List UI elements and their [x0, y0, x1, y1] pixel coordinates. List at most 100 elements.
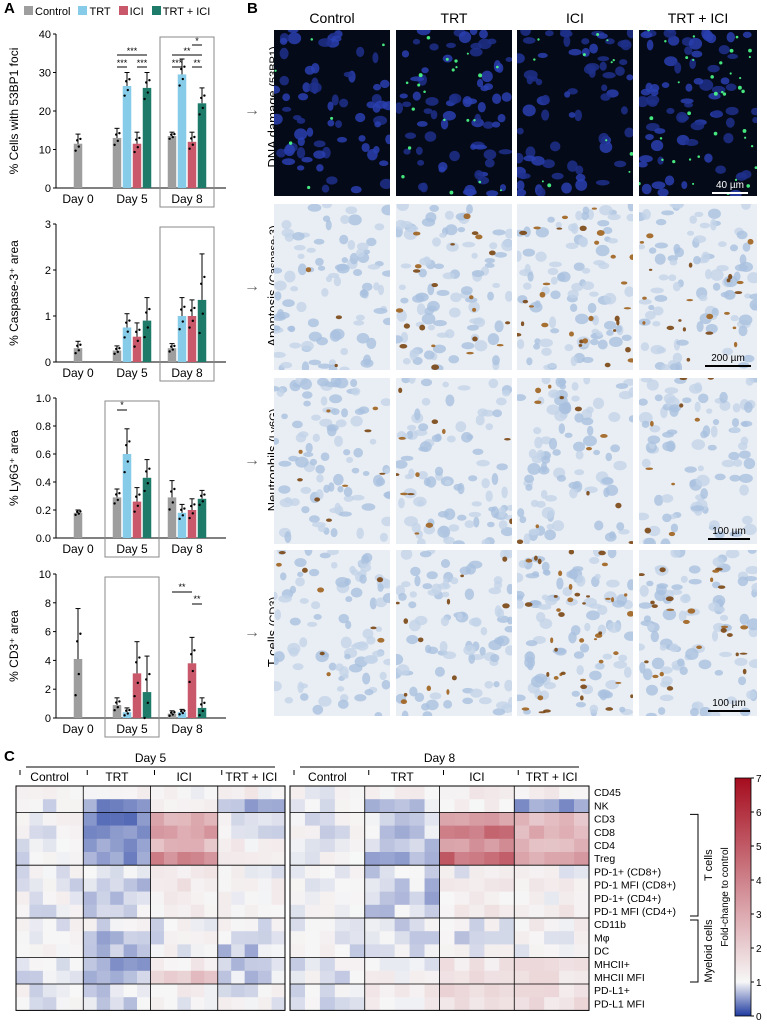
heatmap-cell [349, 878, 366, 892]
nucleus [470, 42, 483, 50]
nucleus [639, 661, 646, 674]
foci-spot [692, 35, 696, 38]
heatmap-cell [304, 944, 321, 958]
stain-spot [613, 651, 619, 656]
nucleus [504, 625, 512, 633]
nucleus [574, 469, 585, 476]
nucleus [601, 84, 608, 92]
heatmap-cell [364, 984, 380, 998]
data-point [128, 78, 131, 81]
data-point [170, 133, 173, 136]
nucleus [421, 703, 430, 711]
heatmap-cell [231, 984, 245, 998]
heatmap-cell [424, 931, 440, 945]
nucleus [409, 349, 420, 358]
stain-spot [535, 524, 539, 529]
stain-spot [594, 240, 600, 245]
nucleus [416, 303, 426, 316]
heatmap-cell [190, 852, 205, 866]
data-point [198, 713, 201, 717]
nucleus [419, 257, 432, 266]
foci-spot [330, 116, 334, 120]
stain-spot [466, 351, 474, 355]
heatmap-cell [231, 944, 245, 958]
nucleus [669, 259, 678, 266]
stain-spot [463, 213, 471, 220]
x-tick-label: Day 5 [116, 366, 148, 380]
heatmap-cell [110, 970, 124, 985]
heatmap-cell [469, 918, 485, 932]
nucleus [484, 158, 495, 168]
nucleus [496, 463, 508, 471]
heatmap-cell [163, 825, 178, 840]
data-point [203, 94, 206, 97]
nucleus [584, 622, 591, 632]
micrograph-image [639, 378, 757, 544]
nucleus [717, 241, 727, 248]
nucleus [375, 626, 383, 632]
stain-spot [736, 280, 744, 285]
nucleus [575, 450, 584, 460]
nucleus [414, 408, 421, 421]
nucleus [525, 484, 533, 491]
nucleus [380, 398, 390, 407]
nucleus [641, 458, 651, 468]
heatmap-cell [69, 891, 84, 906]
heatmap-cell [319, 904, 336, 919]
stain-spot [535, 387, 542, 394]
nucleus [461, 286, 473, 295]
heatmap-cell [16, 878, 30, 892]
heatmap-cell [349, 984, 366, 998]
foci-spot [719, 61, 723, 65]
heatmap-cell [271, 997, 286, 1011]
nucleus [575, 313, 589, 325]
heatmap-cell [394, 997, 410, 1011]
heatmap-cell [409, 825, 425, 840]
heatmap-cell [244, 865, 259, 879]
nucleus [646, 39, 654, 51]
data-point [146, 701, 149, 705]
foci-spot [722, 92, 727, 96]
heatmap-cell [334, 970, 351, 985]
x-tick-label: Day 8 [171, 722, 203, 736]
nucleus [414, 692, 425, 703]
stain-spot [650, 420, 654, 427]
heatmap-cell [364, 918, 380, 932]
nucleus [382, 270, 390, 277]
nucleus [517, 180, 525, 191]
heatmap-cell [349, 812, 366, 826]
nucleus [623, 666, 632, 678]
y-tick-label: 0.6 [36, 449, 51, 461]
nucleus [567, 160, 578, 172]
heatmap-cell [29, 944, 44, 958]
heatmap-cell [529, 918, 545, 932]
heatmap-cell [454, 878, 470, 892]
heatmap-cell [484, 786, 500, 800]
nucleus [504, 290, 512, 302]
nucleus [480, 85, 489, 92]
stain-spot [650, 600, 655, 605]
scalebar: 100 µm [708, 698, 750, 712]
heatmap-cell [424, 786, 440, 800]
heatmap-cell [409, 970, 425, 985]
nucleus [320, 452, 330, 461]
stain-spot [469, 295, 474, 300]
nucleus [507, 697, 512, 708]
heatmap-cell [217, 865, 232, 879]
nucleus [734, 264, 748, 272]
nucleus [550, 290, 561, 300]
foci-spot [274, 69, 277, 72]
nucleus [442, 272, 455, 280]
nucleus [383, 468, 390, 474]
x-tick-label: Day 5 [116, 192, 148, 206]
nucleus [719, 614, 729, 622]
heatmap-cell [469, 838, 485, 853]
data-point [77, 512, 81, 515]
heatmap-cell [514, 786, 530, 800]
heatmap-cell [217, 786, 232, 800]
heatmap-cell [514, 984, 530, 998]
nucleus [706, 408, 713, 414]
heatmap-cell [484, 997, 500, 1011]
nucleus [287, 642, 301, 655]
foci-spot [672, 159, 676, 164]
